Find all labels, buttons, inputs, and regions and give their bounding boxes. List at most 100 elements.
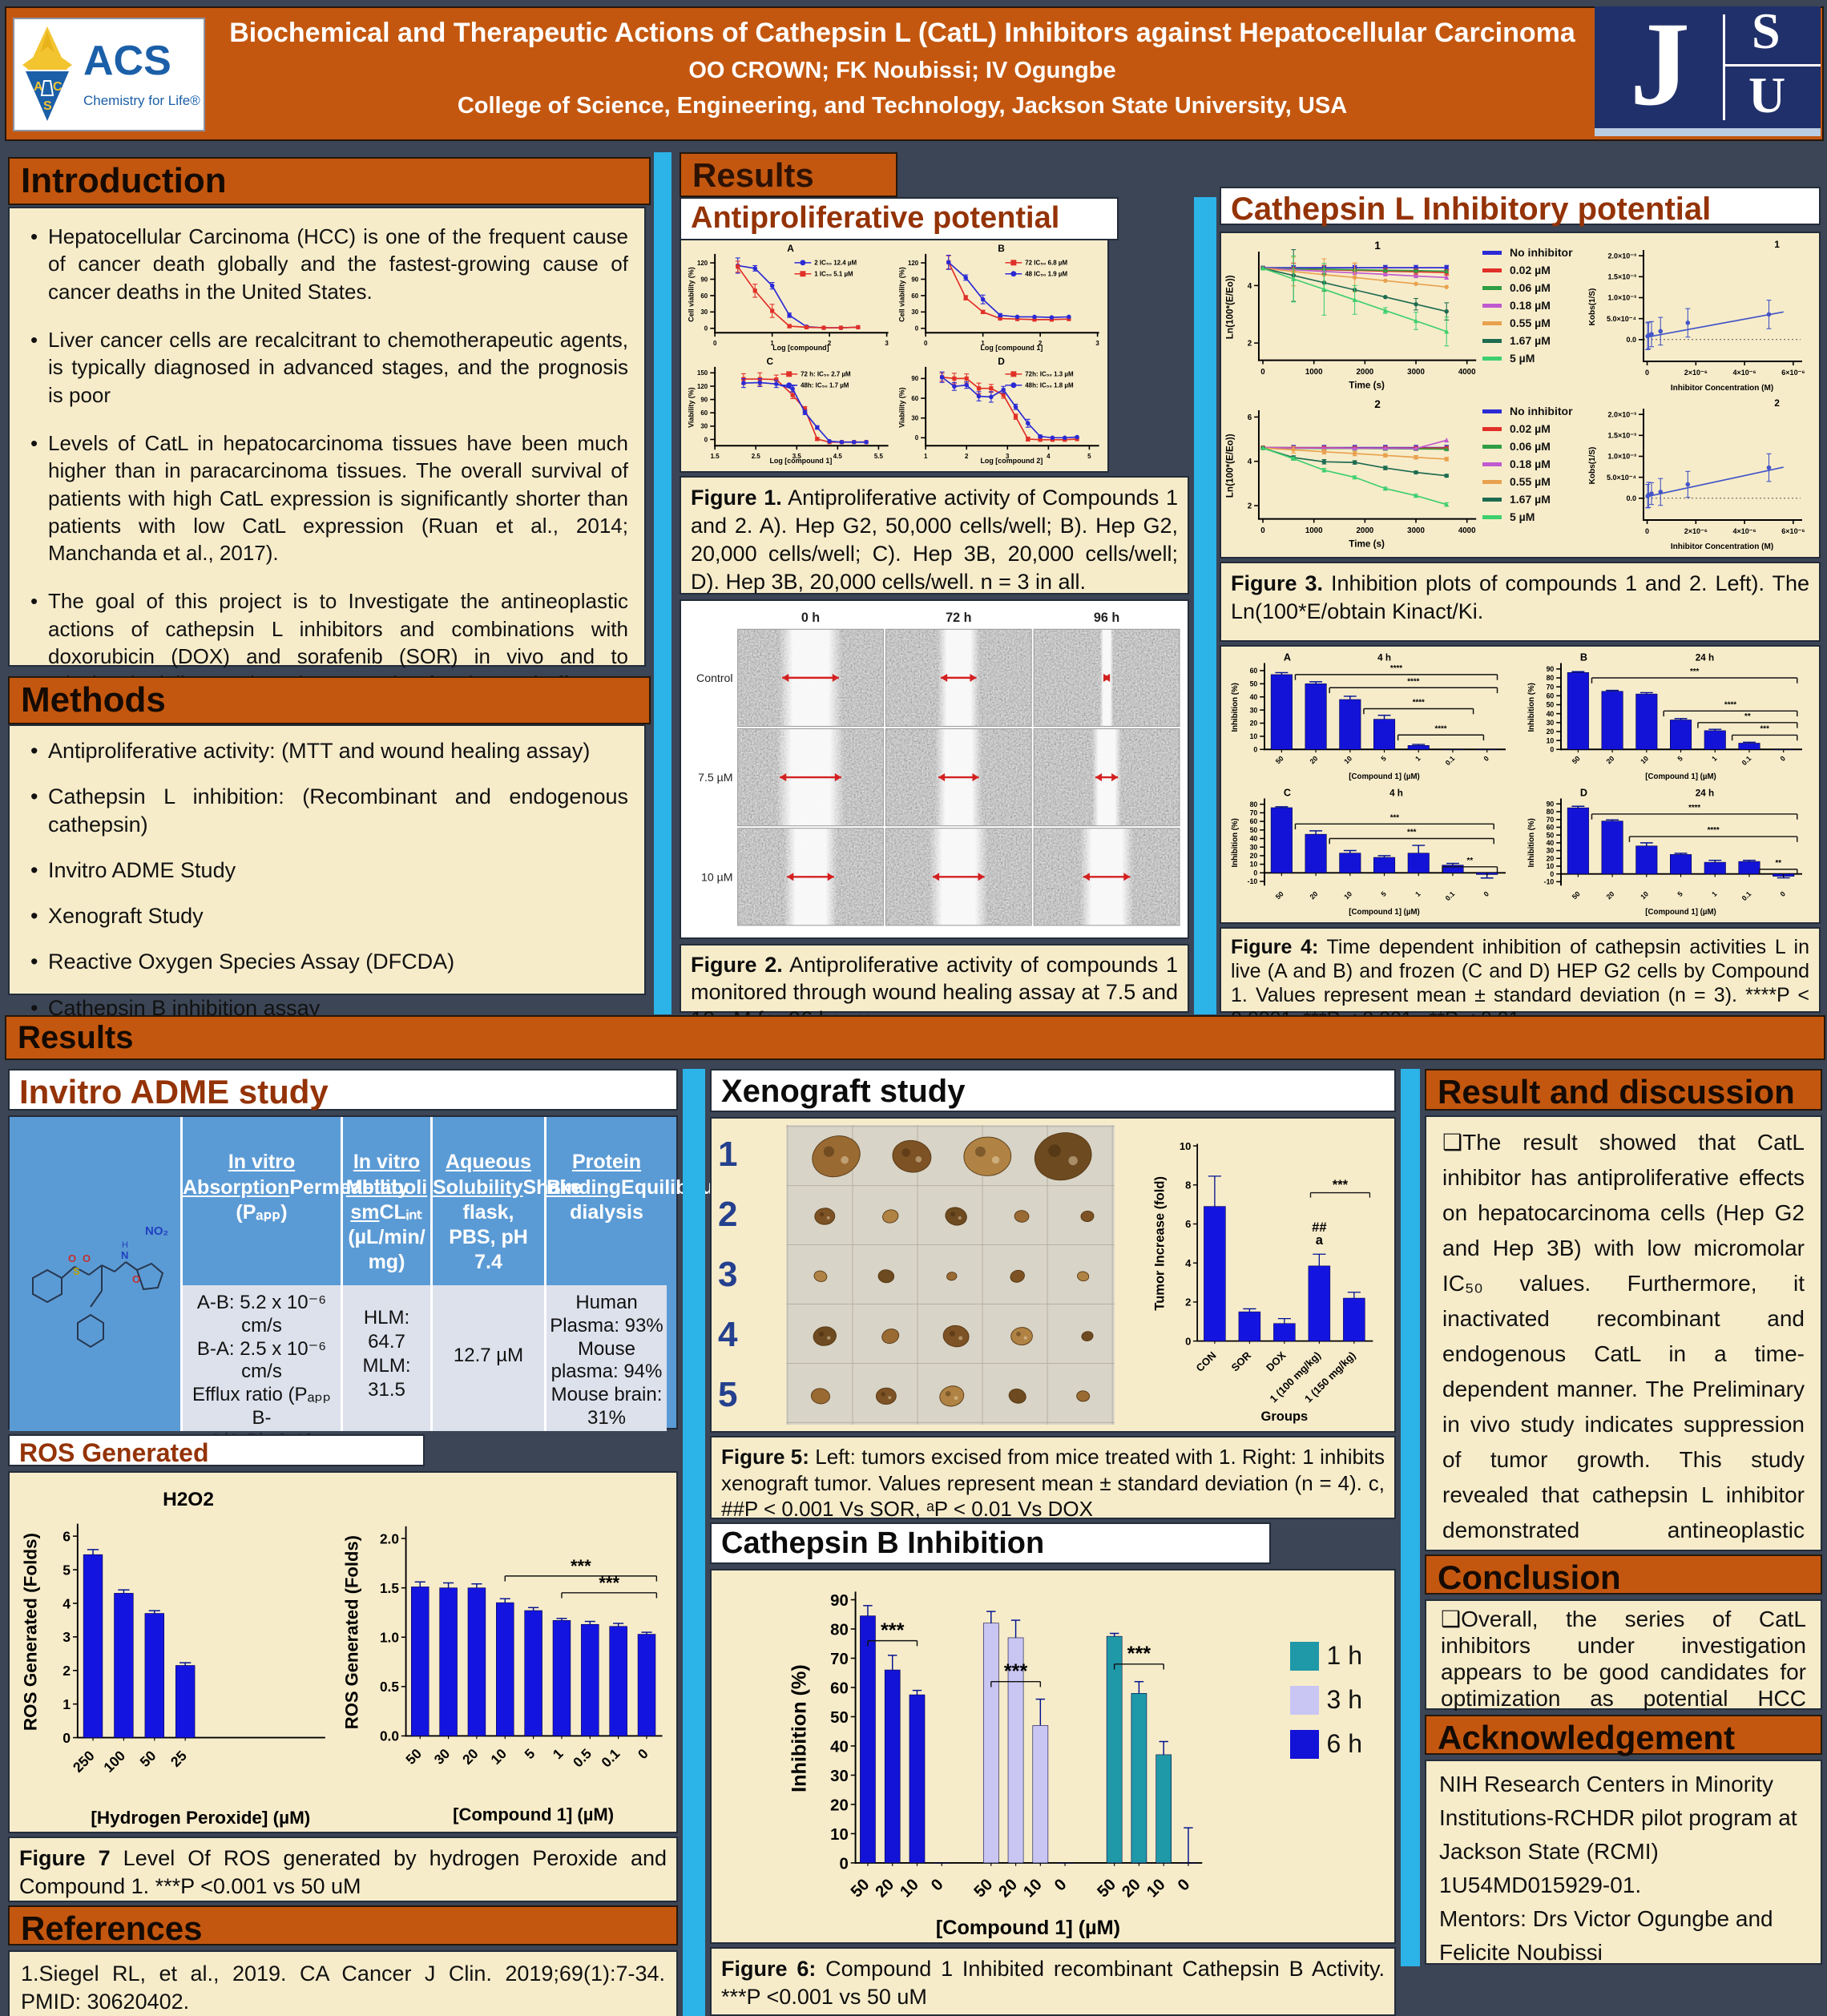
svg-text:0: 0 <box>1260 368 1265 377</box>
adme-col-header: In vitro AbsorptionPermeability (Pₐₚₚ) <box>183 1117 409 1285</box>
svg-text:5: 5 <box>1676 754 1684 763</box>
svg-text:3.5: 3.5 <box>793 453 802 460</box>
cathepsin-b-header: Cathepsin B Inhibition <box>710 1522 1271 1564</box>
svg-text:0: 0 <box>63 1730 71 1746</box>
svg-text:**: ** <box>1776 859 1782 868</box>
adme-value-cell: Human Plasma: 93% Mouse plasma: 94% Mous… <box>546 1285 667 1431</box>
svg-text:48h: IC₅₀ 1.7 µM: 48h: IC₅₀ 1.7 µM <box>801 382 849 389</box>
svg-text:1 IC₅₀ 5.1 µM: 1 IC₅₀ 5.1 µM <box>814 271 853 278</box>
svg-text:20: 20 <box>873 1876 898 1901</box>
svg-text:***: *** <box>881 1619 905 1642</box>
svg-text:10: 10 <box>1020 1876 1046 1901</box>
svg-text:O: O <box>132 1273 140 1285</box>
svg-text:A: A <box>34 80 43 94</box>
svg-text:50: 50 <box>1547 701 1555 709</box>
row-label: 1 <box>718 1135 738 1175</box>
svg-text:2 IC₅₀ 12.4 µM: 2 IC₅₀ 12.4 µM <box>814 260 857 267</box>
svg-text:4.5: 4.5 <box>833 453 843 460</box>
svg-text:0: 0 <box>1645 527 1649 535</box>
svg-text:***: *** <box>571 1556 591 1576</box>
svg-text:1000: 1000 <box>1305 368 1323 377</box>
svg-text:***: *** <box>1390 813 1400 822</box>
acknowledgement-header: Acknowledgement <box>1425 1715 1822 1756</box>
xenograft-header: Xenograft study <box>710 1069 1396 1112</box>
svg-text:50: 50 <box>1250 680 1258 688</box>
svg-text:1: 1 <box>981 340 985 347</box>
svg-text:50: 50 <box>1274 754 1285 765</box>
svg-text:0.1: 0.1 <box>1740 754 1753 767</box>
svg-text:H: H <box>122 1240 128 1250</box>
svg-text:2×10⁻⁶: 2×10⁻⁶ <box>1684 527 1708 535</box>
svg-text:Viability (%): Viability (%) <box>687 387 695 427</box>
svg-text:##: ## <box>1312 1220 1326 1235</box>
adme-header: Invitro ADME study <box>8 1069 678 1111</box>
svg-text:50: 50 <box>848 1876 873 1901</box>
acknowledgement-line: NIH Research Centers in Minority Institu… <box>1439 1772 1797 1897</box>
svg-text:1: 1 <box>770 340 774 347</box>
svg-text:6: 6 <box>63 1528 71 1544</box>
svg-text:0.5: 0.5 <box>380 1679 399 1695</box>
svg-text:SOR: SOR <box>1229 1349 1254 1373</box>
svg-text:***: *** <box>1333 1177 1349 1192</box>
svg-text:80: 80 <box>1547 674 1555 682</box>
svg-text:50: 50 <box>1547 831 1555 839</box>
svg-text:1: 1 <box>1414 754 1422 763</box>
svg-text:4 h: 4 h <box>1389 788 1403 799</box>
svg-text:0: 0 <box>1260 526 1265 535</box>
svg-text:Inhibition (%): Inhibition (%) <box>1527 683 1536 732</box>
svg-text:***: *** <box>1127 1643 1151 1665</box>
legend-item: 3 h <box>1289 1685 1362 1715</box>
svg-text:30: 30 <box>911 415 918 422</box>
svg-text:90: 90 <box>911 375 918 382</box>
svg-text:Inhibitor Concentration (M): Inhibitor Concentration (M) <box>1671 542 1773 551</box>
svg-text:50: 50 <box>402 1745 425 1768</box>
svg-text:6×10⁻⁶: 6×10⁻⁶ <box>1781 527 1805 535</box>
svg-text:1: 1 <box>1774 239 1780 250</box>
antiproliferative-header: Antiproliferative potential <box>680 197 1119 240</box>
svg-text:1.0×10⁻³: 1.0×10⁻³ <box>1607 453 1636 461</box>
svg-text:72 IC₅₀ 6.8 µM: 72 IC₅₀ 6.8 µM <box>1025 260 1067 267</box>
jsu-s: S <box>1752 2 1781 59</box>
svg-text:20: 20 <box>1119 1876 1144 1901</box>
svg-text:72h: IC₅₀ 1.3 µM: 72h: IC₅₀ 1.3 µM <box>1025 371 1074 378</box>
svg-text:0.5: 0.5 <box>570 1745 595 1770</box>
svg-text:60: 60 <box>700 292 708 300</box>
svg-text:**: ** <box>1467 857 1474 865</box>
svg-text:20: 20 <box>1308 889 1319 901</box>
svg-text:[Compound 1] (µM): [Compound 1] (µM) <box>1645 908 1716 917</box>
divider-strip <box>1401 1069 1420 1966</box>
svg-text:****: **** <box>1724 700 1736 709</box>
svg-text:0.0: 0.0 <box>1626 494 1636 502</box>
conclusion-header: Conclusion <box>1425 1554 1822 1596</box>
svg-text:0: 0 <box>1779 889 1788 898</box>
svg-text:1000: 1000 <box>1305 526 1323 535</box>
svg-text:4: 4 <box>1047 453 1051 460</box>
svg-text:0 h: 0 h <box>801 611 820 625</box>
svg-text:10: 10 <box>1342 889 1353 901</box>
svg-text:70: 70 <box>1250 809 1258 817</box>
svg-text:2: 2 <box>1185 1296 1191 1308</box>
figure-4-box: 0 10 20 30 40 50 60 50 20 10 5 1 0.1 0 **** **** **** ***… <box>1220 645 1821 924</box>
svg-text:20: 20 <box>1604 889 1615 901</box>
svg-text:2.5: 2.5 <box>752 453 761 460</box>
figure-1-caption: Figure 1. Antiproliferative activity of … <box>680 476 1189 595</box>
svg-text:O: O <box>83 1252 91 1264</box>
svg-text:0: 0 <box>1645 369 1649 377</box>
svg-text:90: 90 <box>700 396 708 403</box>
jsu-divider-2 <box>1725 64 1821 67</box>
legend-item: 0.18 µM <box>1482 458 1585 470</box>
svg-text:60: 60 <box>1547 824 1555 832</box>
legend-item: 0.02 µM <box>1482 264 1585 276</box>
svg-text:O: O <box>68 1252 76 1264</box>
legend-item: 0.02 µM <box>1482 422 1585 435</box>
svg-text:0: 0 <box>1175 1876 1194 1895</box>
figure-7-h2o2-chart: 0 1 2 3 4 5 6 250 100 50 25 H2O2 ROS Generated (Fold… <box>21 1489 325 1828</box>
methods-bullets: Antiproliferative activity: (MTT and wou… <box>10 726 644 1054</box>
legend-item: No inhibitor <box>1482 405 1585 417</box>
svg-text:90: 90 <box>911 276 918 283</box>
svg-text:90: 90 <box>700 276 708 283</box>
svg-text:5: 5 <box>1379 889 1388 898</box>
svg-text:ROS Generated (Folds): ROS Generated (Folds) <box>21 1533 41 1731</box>
svg-text:70: 70 <box>830 1651 849 1668</box>
